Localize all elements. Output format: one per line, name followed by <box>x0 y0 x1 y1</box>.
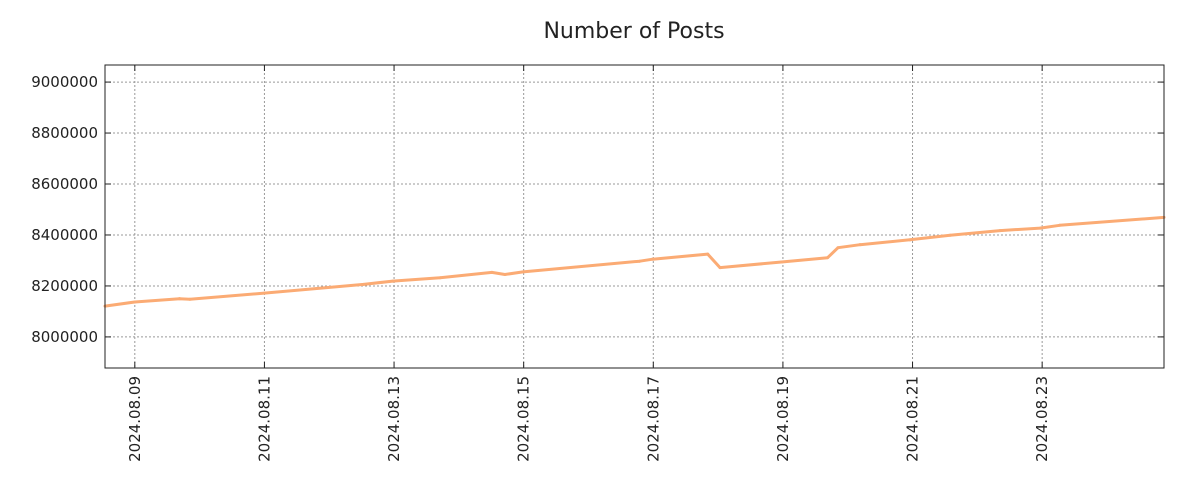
x-tick-label: 2024.08.09 <box>126 376 144 462</box>
data-point <box>826 256 830 260</box>
data-point <box>503 272 507 276</box>
data-point <box>1038 226 1042 230</box>
data-point <box>908 238 912 242</box>
data-point <box>780 260 784 264</box>
y-tick-label: 9000000 <box>31 73 98 91</box>
x-tick-label: 2024.08.21 <box>904 376 922 462</box>
y-tick-label: 8800000 <box>31 124 98 142</box>
data-point <box>638 259 642 263</box>
data-point <box>718 266 722 270</box>
x-tick-label: 2024.08.17 <box>644 376 662 462</box>
data-point <box>521 270 525 274</box>
data-point <box>948 233 952 237</box>
data-point <box>178 297 182 301</box>
y-tick-label: 8400000 <box>31 226 98 244</box>
y-tick-label: 8200000 <box>31 277 98 295</box>
data-point <box>362 282 366 286</box>
data-point <box>188 297 192 301</box>
data-point <box>651 257 655 261</box>
x-tick-label: 2024.08.11 <box>255 376 273 462</box>
y-tick-label: 8600000 <box>31 175 98 193</box>
x-tick-label: 2024.08.15 <box>515 376 533 462</box>
data-point <box>133 300 137 304</box>
data-point <box>836 246 840 250</box>
data-point <box>998 229 1002 233</box>
x-tick-label: 2024.08.13 <box>385 376 403 462</box>
y-tick-label: 8000000 <box>31 328 98 346</box>
data-point <box>858 243 862 247</box>
data-point <box>262 291 266 295</box>
data-point <box>490 270 494 274</box>
x-tick-label: 2024.08.19 <box>774 376 792 462</box>
plot-frame <box>104 64 1165 369</box>
data-point <box>706 252 710 256</box>
data-point <box>438 276 442 280</box>
data-point <box>391 279 395 283</box>
data-point <box>1058 223 1062 227</box>
x-tick-label: 2024.08.23 <box>1033 376 1051 462</box>
chart-title: Number of Posts <box>543 19 724 44</box>
